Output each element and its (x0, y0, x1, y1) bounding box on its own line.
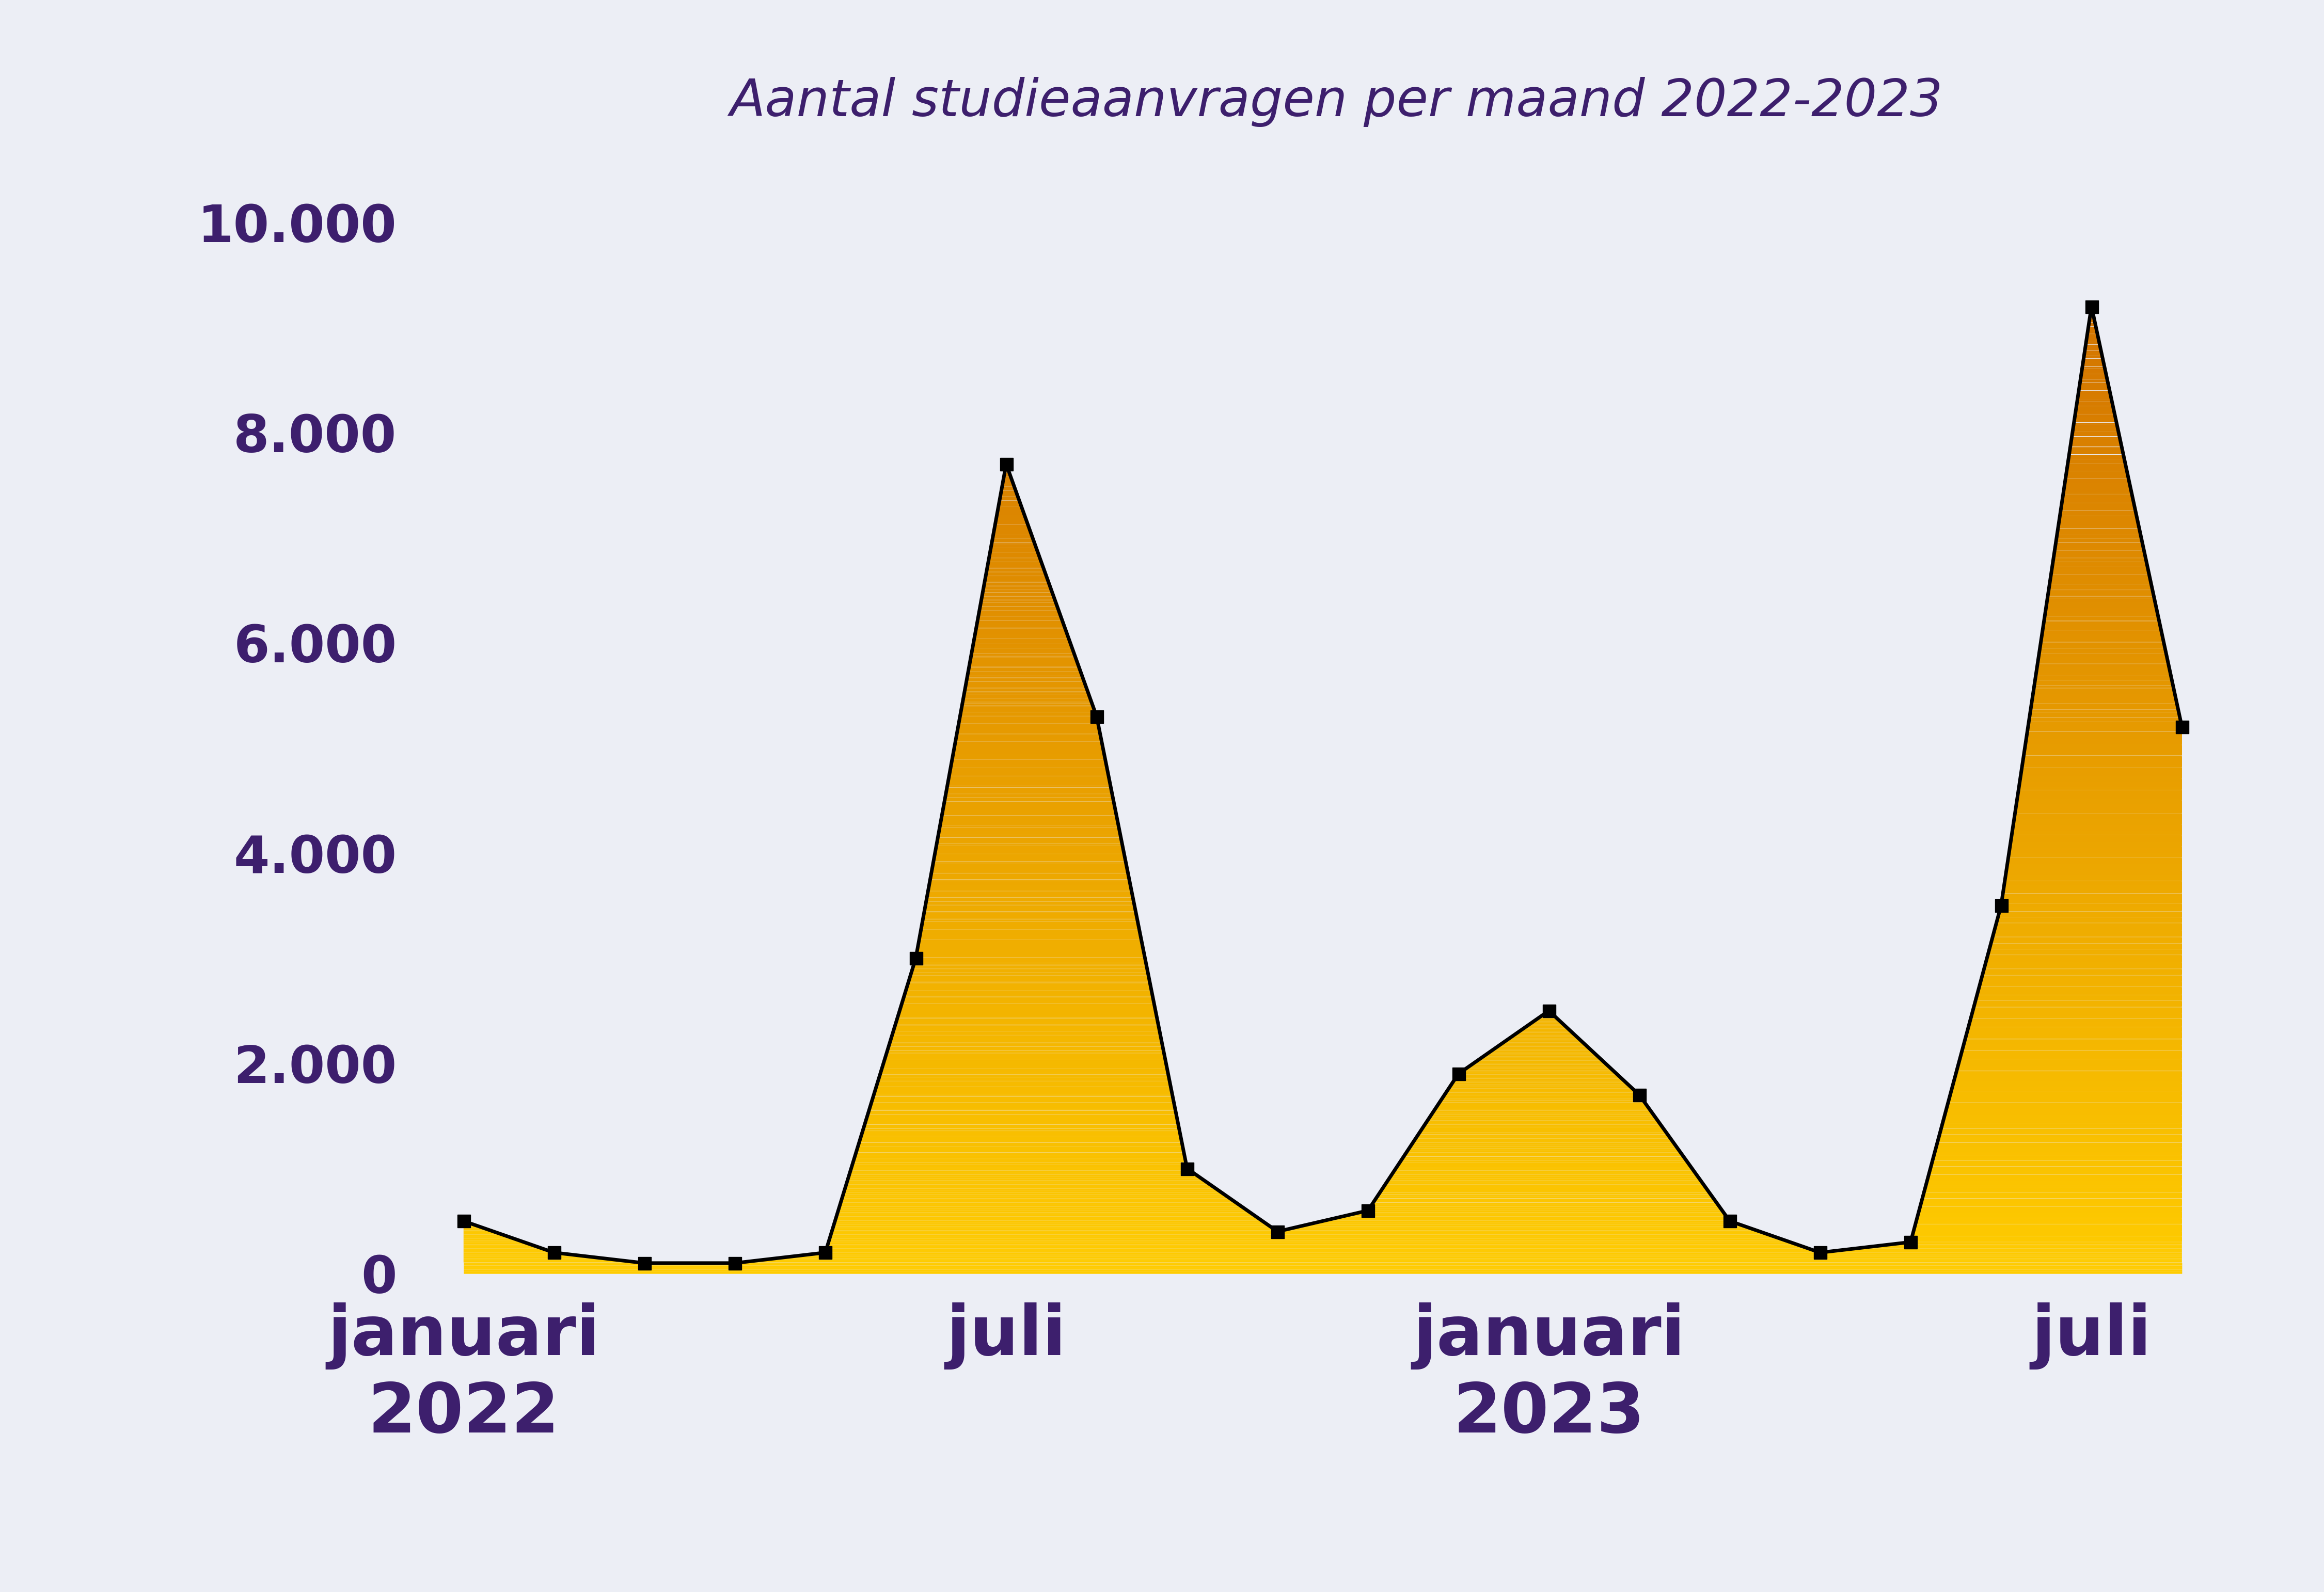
Title: Aantal studieaanvragen per maand 2022-2023: Aantal studieaanvragen per maand 2022-20… (730, 76, 1943, 127)
